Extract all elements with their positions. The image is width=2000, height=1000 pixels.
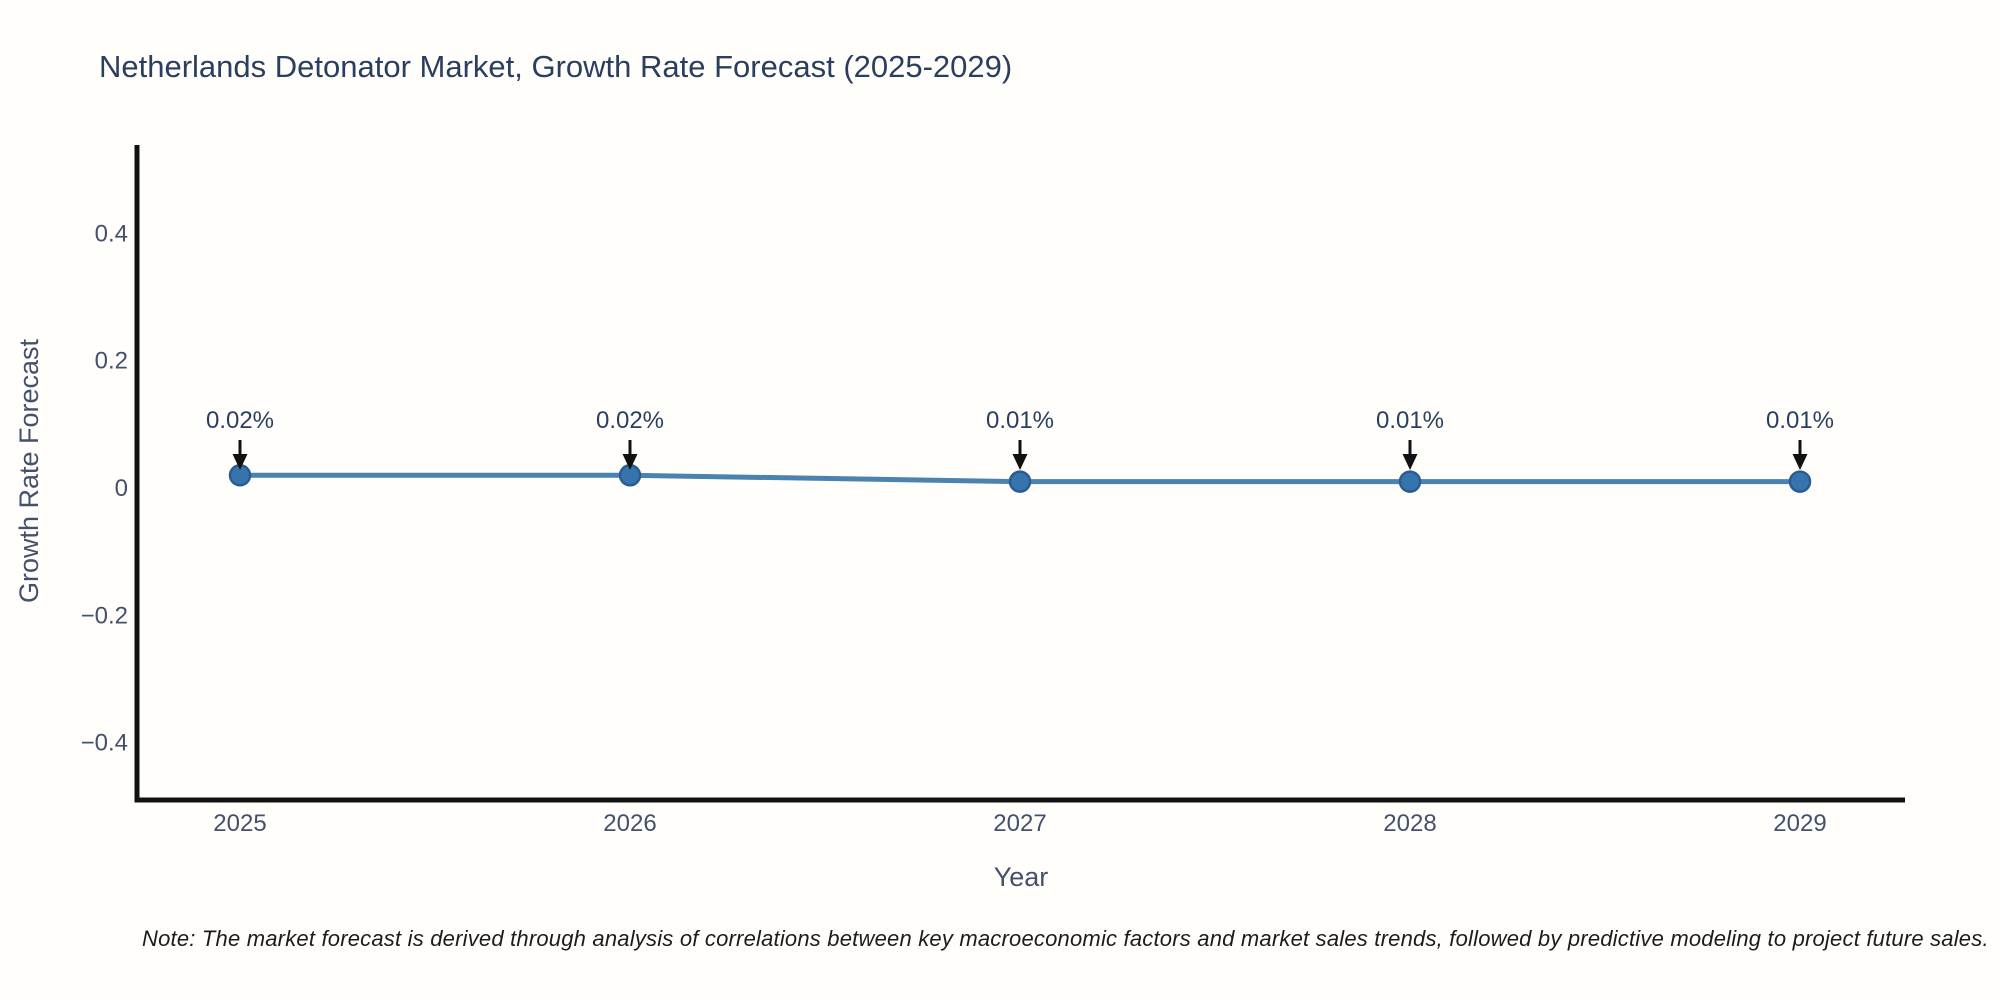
- point-value-label: 0.02%: [596, 407, 664, 434]
- y-tick-label: −0.2: [81, 602, 128, 629]
- x-tick-label: 2025: [213, 810, 266, 837]
- annotation-arrowhead: [1012, 454, 1028, 470]
- x-tick-label: 2028: [1383, 810, 1436, 837]
- y-tick-label: −0.4: [81, 730, 128, 757]
- y-tick-label: 0.2: [95, 348, 128, 375]
- point-value-label: 0.01%: [1766, 407, 1834, 434]
- y-tick-label: 0.4: [95, 220, 128, 247]
- point-value-label: 0.02%: [206, 407, 274, 434]
- y-tick-label: 0: [115, 475, 128, 502]
- point-value-label: 0.01%: [986, 407, 1054, 434]
- x-axis-title: Year: [993, 862, 1049, 892]
- annotation-arrowhead: [1792, 454, 1808, 470]
- data-point-marker: [1008, 470, 1032, 493]
- data-point-marker: [1788, 470, 1812, 493]
- chart-title: Netherlands Detonator Market, Growth Rat…: [99, 49, 1013, 84]
- annotation-arrowhead: [232, 454, 248, 470]
- footnote: Note: The market forecast is derived thr…: [142, 926, 1989, 951]
- data-point-marker: [1398, 470, 1422, 493]
- x-tick-label: 2027: [993, 810, 1046, 837]
- annotation-arrowhead: [1402, 454, 1418, 470]
- point-value-label: 0.01%: [1376, 407, 1444, 434]
- annotation-arrowhead: [622, 454, 638, 470]
- x-tick-label: 2029: [1773, 810, 1826, 837]
- x-tick-label: 2026: [603, 810, 656, 837]
